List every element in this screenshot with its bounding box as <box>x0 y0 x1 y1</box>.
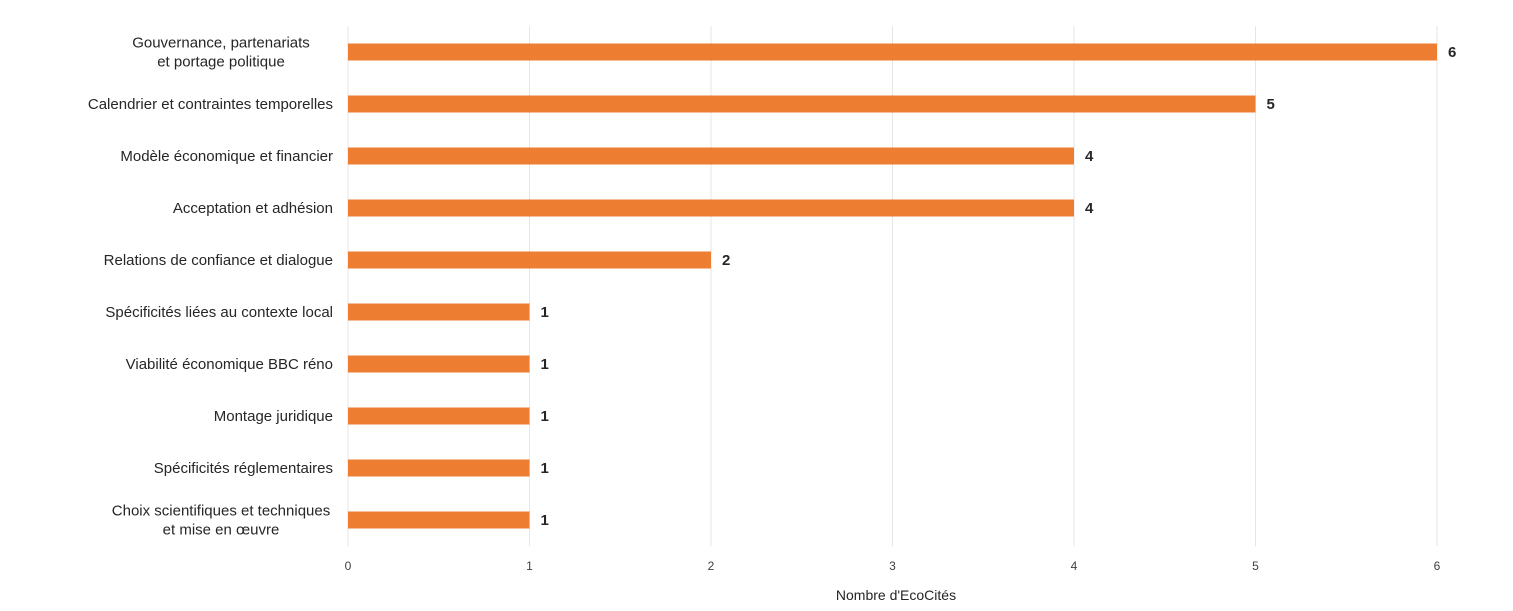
data-label: 1 <box>541 512 549 529</box>
data-label: 1 <box>541 460 549 477</box>
category-labels: Gouvernance, partenariats et portage poli… <box>88 35 333 539</box>
category-label: Relations de confiance et dialogue <box>104 252 333 269</box>
x-tick-label: 1 <box>526 559 533 573</box>
data-label: 4 <box>1085 200 1094 217</box>
category-label: Spécificités réglementaires <box>154 460 333 477</box>
bar <box>348 303 530 321</box>
bar <box>348 251 711 269</box>
bar <box>348 459 530 477</box>
bar <box>348 199 1074 217</box>
bar <box>348 511 530 529</box>
data-label: 1 <box>541 356 549 373</box>
x-tick-label: 2 <box>708 559 715 573</box>
data-label: 1 <box>541 408 549 425</box>
x-tick-label: 5 <box>1252 559 1259 573</box>
bar <box>348 147 1074 165</box>
category-label: Acceptation et adhésion <box>173 200 333 217</box>
x-tick-label: 4 <box>1071 559 1078 573</box>
x-tick-label: 3 <box>889 559 896 573</box>
data-label: 4 <box>1085 148 1094 165</box>
x-axis-ticks: 0 1 2 3 4 5 6 <box>345 559 1441 573</box>
bar <box>348 355 530 373</box>
category-label: Calendrier et contraintes temporelles <box>88 96 333 113</box>
category-label: Spécificités liées au contexte local <box>105 304 333 321</box>
gridlines <box>347 26 1438 546</box>
data-label: 6 <box>1448 44 1456 61</box>
data-label: 1 <box>541 304 549 321</box>
x-axis-title: Nombre d'EcoCités <box>836 587 956 603</box>
x-tick-label: 6 <box>1434 559 1441 573</box>
data-label: 2 <box>722 252 730 269</box>
data-labels: 6 5 4 4 2 1 1 1 1 1 <box>541 44 1457 529</box>
bar <box>348 43 1437 61</box>
category-label: Viabilité économique BBC réno <box>126 356 333 373</box>
category-label: Modèle économique et financier <box>120 148 333 165</box>
data-label: 5 <box>1267 96 1275 113</box>
bars <box>348 43 1437 529</box>
category-label: Gouvernance, partenariats et portage poli… <box>132 35 310 71</box>
bar <box>348 407 530 425</box>
category-label: Choix scientifiques et techniques et mise… <box>112 503 330 539</box>
x-tick-label: 0 <box>345 559 352 573</box>
category-label: Montage juridique <box>214 408 333 425</box>
bar <box>348 95 1256 113</box>
